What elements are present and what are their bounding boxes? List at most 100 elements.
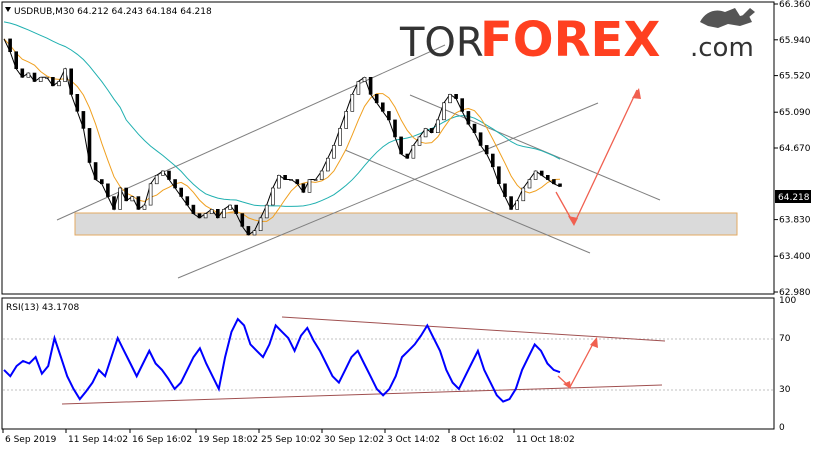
price-candle [295,179,300,185]
rsi-panel-frame [1,297,775,430]
falling-channel-lower [344,149,591,254]
time-tick-label: 30 Sep 12:02 [324,435,384,445]
price-tick-label: 65.520 [779,72,811,82]
price-candle [283,175,287,180]
price-candle [148,183,153,206]
brand-name: FOREX [480,12,660,68]
price-candle [258,217,263,231]
price-candle [100,179,104,185]
price-candle [270,187,275,206]
brand-prefix: TOR [399,20,484,66]
price-candle [319,170,324,180]
price-candle [533,170,538,180]
price-candle [14,51,18,70]
price-candle [81,111,86,129]
price-candle [57,81,61,87]
price-candle [460,98,465,112]
price-candle [234,204,238,214]
support-zone [74,212,738,236]
price-candle [124,187,128,202]
price-candle [136,196,141,210]
price-candle [435,119,440,134]
current-price-label: 64.218 [778,193,810,203]
price-candle [429,128,434,133]
price-candle [112,196,116,210]
price-candle [332,145,336,159]
rising-channel-lower [177,102,599,279]
forecast-up-line [573,89,638,225]
price-candle [521,187,526,202]
price-candle [515,200,520,210]
falling-channel-upper [409,94,661,201]
price-candle [228,204,232,210]
price-candle [264,204,269,219]
price-candle [490,153,495,168]
price-tick-label: 62.980 [779,288,811,298]
rsi-tick-label: 100 [779,296,796,306]
price-candle [478,132,483,146]
price-candle [154,175,159,185]
price-candle [393,119,397,138]
price-candle [32,72,37,82]
price-candle [179,187,183,197]
price-candle [350,94,355,112]
bull-bear-logo-icon [700,8,755,28]
price-candle [8,38,12,53]
price-tick-label: 63.830 [779,216,811,226]
rsi-forecast-up-arrowhead [590,337,598,348]
rsi-tick-label: 0 [779,423,785,433]
price-candle [301,183,306,193]
time-tick-label: 3 Oct 14:02 [387,435,440,445]
price-candle [69,68,73,95]
rsi-forecast-up-line [569,339,596,388]
price-candle [63,68,67,82]
price-candle [87,128,92,163]
price-candle [191,204,196,214]
price-candle [380,102,385,112]
rsi-line [3,317,561,403]
price-candle [93,162,98,180]
time-tick-label: 6 Sep 2019 [5,435,57,445]
price-candle [472,123,477,133]
time-tick-label: 11 Sep 14:02 [68,435,128,445]
price-candle [216,209,220,219]
time-tick-label: 25 Sep 10:02 [261,435,321,445]
price-candle [411,145,416,159]
price-candle [203,213,208,219]
price-candle [75,94,80,112]
price-candle [185,196,190,206]
price-candle [552,179,556,185]
price-candle [161,170,165,176]
rsi-header: RSI(13) 43.1708 [6,303,79,313]
price-candle [484,145,489,155]
rsi-forecast-down-arrowhead [563,381,571,389]
price-candle [497,166,501,184]
symbol-header: USDRUB,M30 64.212 64.243 64.184 64.218 [14,7,212,17]
price-candle [173,179,177,189]
price-tick-label: 65.090 [779,108,811,118]
price-candle [51,77,55,87]
time-tick-label: 8 Oct 16:02 [451,435,504,445]
time-tick-label: 19 Sep 18:02 [198,435,258,445]
price-candle [558,183,562,187]
price-candle [503,183,507,197]
fast-moving-average [3,38,561,222]
price-candle [454,94,458,99]
price-candle [240,213,245,227]
price-candle [26,72,31,78]
price-candle [118,187,122,210]
rsi-tick-label: 70 [779,334,791,344]
time-tick-label: 16 Sep 16:02 [132,435,192,445]
rsi-lower-trendline [61,384,663,405]
price-candle [509,196,513,210]
price-tick-label: 63.400 [779,252,811,262]
symbol-dropdown-icon[interactable] [5,7,11,12]
price-candle [423,128,428,138]
main-chart-frame [1,1,775,295]
price-candle [44,77,49,79]
forecast-down-arrowhead [568,216,578,226]
price-tick-label: 66.360 [779,0,811,10]
price-candle [222,209,226,219]
